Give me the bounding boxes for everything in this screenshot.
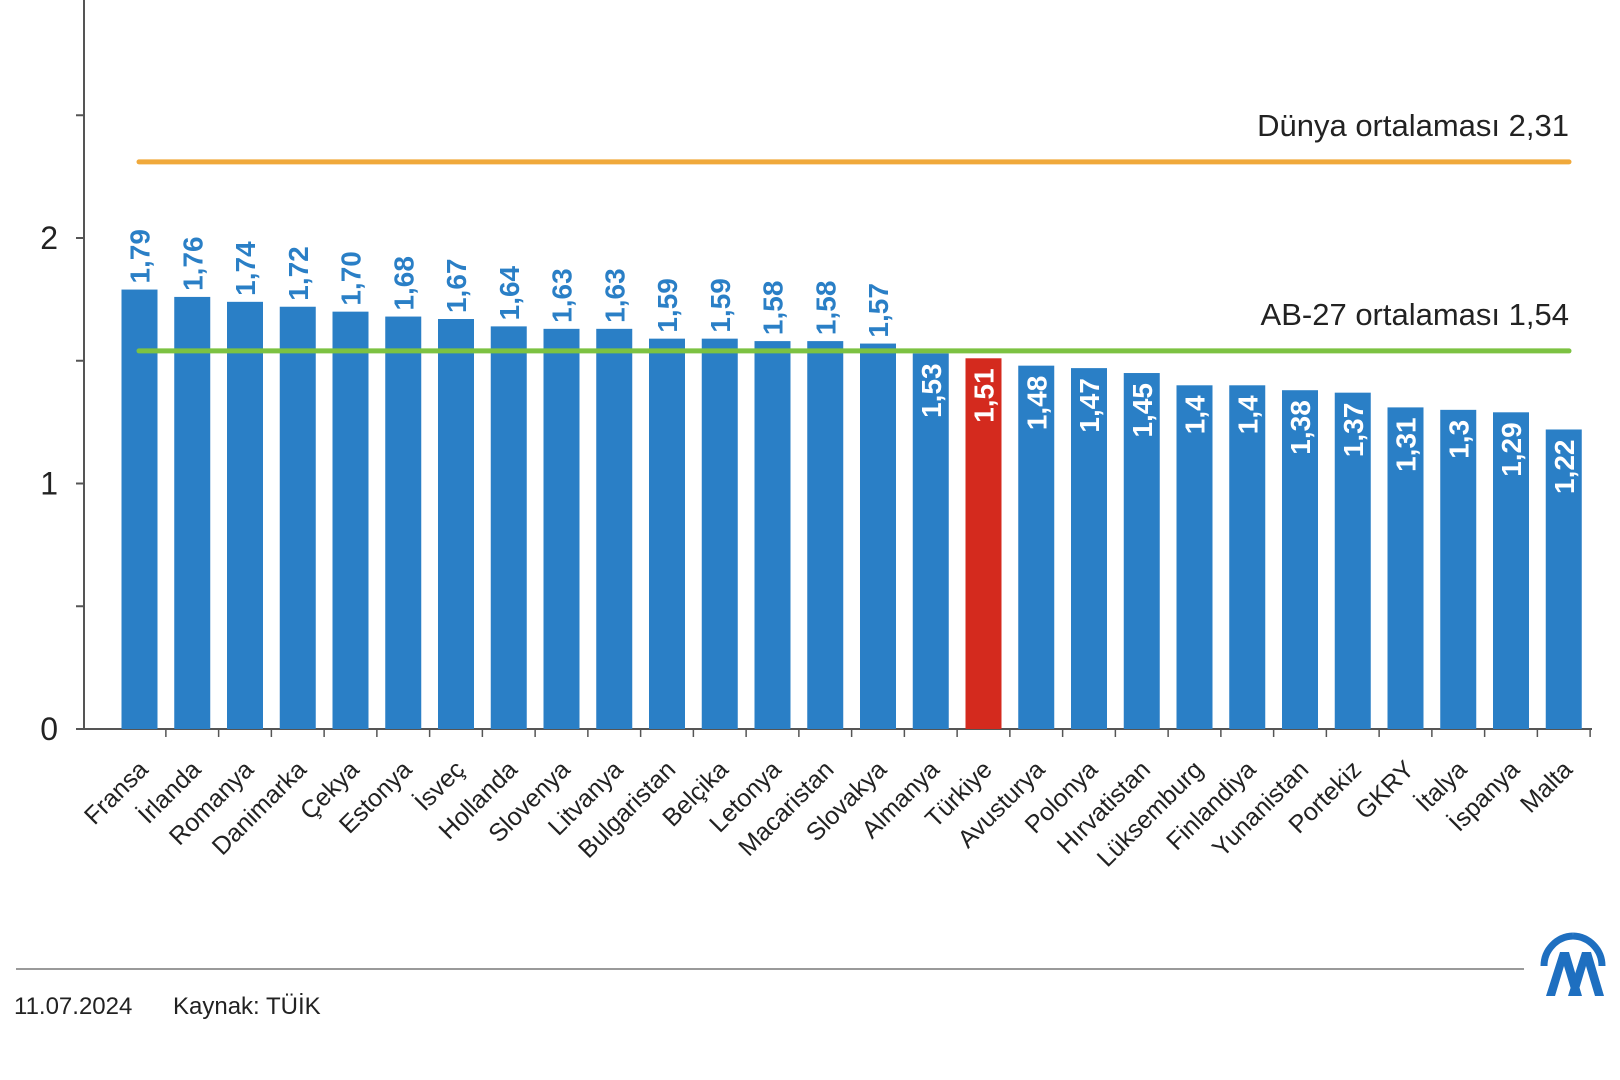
- value-label: 1,4: [1180, 395, 1211, 434]
- bar: [1229, 385, 1266, 729]
- value-label: 1,38: [1285, 400, 1316, 455]
- reference-line-label: Dünya ortalaması 2,31: [1257, 108, 1569, 143]
- bar: [1387, 407, 1424, 729]
- value-label: 1,58: [758, 281, 789, 336]
- value-label: 1,59: [705, 278, 736, 333]
- value-label: 1,4: [1232, 395, 1263, 434]
- value-label: 1,70: [336, 251, 367, 306]
- value-label: 1,64: [494, 265, 525, 320]
- bar: [1545, 429, 1582, 729]
- footer-source: Kaynak: TÜİK: [173, 993, 321, 1020]
- value-label: 1,31: [1391, 417, 1422, 472]
- footer-divider: [16, 968, 1524, 970]
- bar: [490, 326, 527, 729]
- y-tick-label: 2: [40, 220, 58, 256]
- value-label: 1,67: [441, 259, 472, 314]
- bar: [1282, 390, 1318, 729]
- bar: [754, 341, 791, 729]
- bar: [912, 353, 949, 729]
- bar: [807, 341, 844, 729]
- value-label: 1,57: [863, 283, 894, 338]
- bar: [1018, 365, 1055, 729]
- category-label: GKRY: [1350, 755, 1420, 825]
- bar: [1071, 368, 1107, 729]
- value-label: 1,76: [177, 236, 208, 291]
- reference-line-label: AB-27 ortalaması 1,54: [1261, 297, 1569, 332]
- value-label: 1,58: [810, 281, 841, 336]
- value-label: 1,22: [1549, 439, 1580, 494]
- value-label: 1,29: [1496, 422, 1527, 477]
- value-label: 1,51: [969, 368, 1000, 423]
- bar: [860, 343, 896, 729]
- value-label: 1,79: [125, 229, 156, 284]
- bar: [438, 319, 474, 729]
- bar: [1334, 392, 1371, 729]
- value-label: 1,3: [1443, 420, 1474, 459]
- bar: [332, 311, 369, 729]
- bar: [227, 301, 263, 729]
- category-label: Malta: [1515, 755, 1578, 818]
- bar: [543, 328, 580, 729]
- value-label: 1,63: [547, 268, 578, 323]
- bar-chart: 012 1,79Fransa1,76İrlanda1,74Romanya1,72D…: [40, 0, 1592, 873]
- value-label: 1,74: [230, 241, 261, 296]
- bar: [596, 328, 633, 729]
- bar: [1176, 385, 1213, 729]
- footer-date: 11.07.2024: [14, 993, 133, 1020]
- value-label: 1,48: [1021, 376, 1052, 431]
- bar: [965, 358, 1002, 729]
- bar: [649, 338, 685, 729]
- value-label: 1,68: [388, 256, 419, 311]
- value-label: 1,45: [1127, 383, 1158, 438]
- value-label: 1,72: [283, 246, 314, 301]
- y-tick-label: 1: [40, 466, 58, 502]
- bar: [1440, 409, 1477, 729]
- bar: [121, 289, 158, 729]
- bar: [1493, 412, 1529, 729]
- value-label: 1,59: [652, 278, 683, 333]
- bar: [385, 316, 422, 729]
- bar: [279, 306, 316, 729]
- value-label: 1,47: [1074, 378, 1105, 433]
- bar: [174, 296, 211, 729]
- value-label: 1,53: [916, 363, 947, 418]
- bar: [701, 338, 738, 729]
- value-label: 1,63: [599, 268, 630, 323]
- aa-logo-icon: [1540, 932, 1606, 996]
- value-label: 1,37: [1338, 403, 1369, 458]
- bar: [1123, 373, 1160, 729]
- y-tick-label: 0: [40, 711, 58, 747]
